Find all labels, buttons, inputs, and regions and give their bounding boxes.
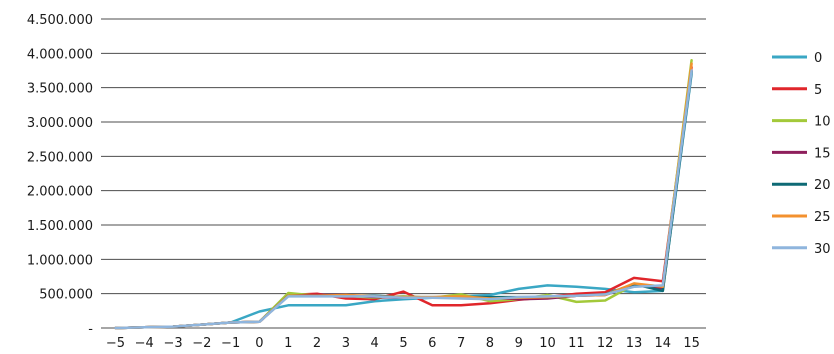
x-tick-label: 10 — [539, 336, 556, 351]
x-tick-label: −2 — [192, 336, 211, 351]
x-tick-label: −1 — [221, 336, 240, 351]
legend-label-5: 5 — [814, 83, 822, 98]
x-tick-label: 9 — [515, 336, 523, 351]
legend-label-10: 10 — [814, 115, 831, 130]
y-tick-label: 4.500.000 — [27, 13, 93, 28]
x-tick-label: 3 — [342, 336, 350, 351]
x-tick-label: 4 — [371, 336, 379, 351]
legend-label-20: 20 — [814, 178, 831, 193]
legend: 0 5 10 15 20 25 30 — [772, 51, 831, 257]
x-tick-label: −3 — [163, 336, 182, 351]
x-tick-label: 13 — [626, 336, 643, 351]
x-tick-label: 8 — [486, 336, 494, 351]
x-axis-tick-labels: −5 −4 −3 −2 −1 0 1 2 3 4 5 6 7 8 9 10 11 12 13 14 15 — [106, 336, 700, 351]
x-tick-label: 1 — [284, 336, 292, 351]
x-tick-label: 5 — [399, 336, 407, 351]
legend-label-30: 30 — [814, 242, 831, 257]
series-line-0 — [114, 72, 693, 330]
x-tick-label: 14 — [655, 336, 672, 351]
x-tick-label: 6 — [428, 336, 436, 351]
legend-label-15: 15 — [814, 146, 831, 161]
x-tick-label: 12 — [597, 336, 614, 351]
legend-label-0: 0 — [814, 51, 822, 66]
legend-label-25: 25 — [814, 210, 831, 225]
series-lines — [114, 58, 693, 330]
y-axis-tick-labels: - 500.000 1.000.000 1.500.000 2.000.000 2.500… — [27, 13, 93, 337]
y-tick-label: 500.000 — [39, 288, 93, 303]
y-tick-label: 2.500.000 — [27, 150, 93, 165]
x-tick-label: −4 — [135, 336, 154, 351]
y-tick-label: 3.000.000 — [27, 116, 93, 131]
gridlines — [101, 18, 706, 295]
y-tick-label: 3.500.000 — [27, 82, 93, 97]
y-tick-label: 1.500.000 — [27, 219, 93, 234]
x-tick-label: −5 — [106, 336, 125, 351]
x-tick-label: 0 — [255, 336, 263, 351]
x-tick-label: 15 — [683, 336, 700, 351]
series-line-30 — [114, 69, 693, 330]
x-tick-label: 11 — [568, 336, 585, 351]
y-tick-label: 4.000.000 — [27, 47, 93, 62]
y-tick-label: 2.000.000 — [27, 185, 93, 200]
x-tick-label: 7 — [457, 336, 465, 351]
y-tick-label: 1.000.000 — [27, 253, 93, 268]
x-tick-label: 2 — [313, 336, 321, 351]
y-tick-label: - — [88, 322, 93, 337]
